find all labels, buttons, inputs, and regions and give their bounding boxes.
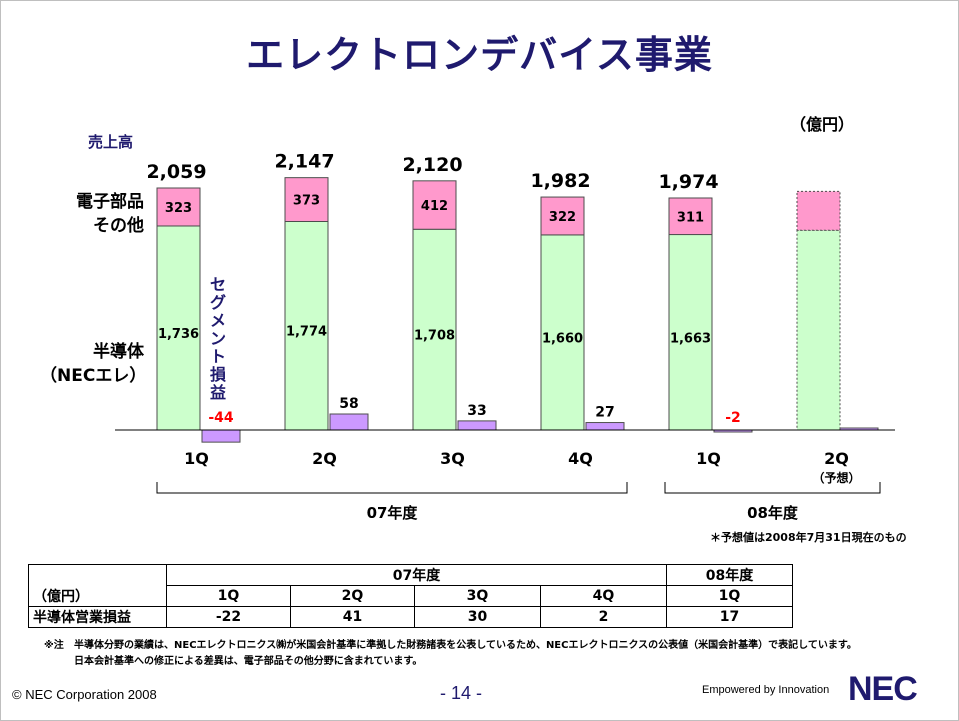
forecast-note: ＊予想値は2008年7月31日現在のもの bbox=[710, 531, 907, 544]
footnote-line2: 日本会計基準への修正による差異は、電子部品その他分野に含まれています。 bbox=[44, 654, 857, 670]
category-label: 4Q bbox=[568, 449, 593, 468]
semiconductor-bar bbox=[668, 234, 713, 431]
segment-label-char: ン bbox=[209, 329, 226, 348]
group-bracket bbox=[664, 482, 881, 494]
table-cell: 41 bbox=[290, 606, 415, 628]
semiconductor-bar bbox=[796, 229, 841, 431]
category-label: 2Q bbox=[824, 449, 849, 468]
unit-label: （億円） bbox=[790, 115, 855, 134]
table-quarter: 1Q bbox=[166, 585, 291, 607]
parts-bar bbox=[156, 187, 201, 227]
group-bracket bbox=[156, 482, 628, 494]
category-label: 2Q bbox=[312, 449, 337, 468]
category-label: 1Q bbox=[696, 449, 721, 468]
table-unit: （億円） bbox=[28, 585, 167, 607]
copyright: © NEC Corporation 2008 bbox=[12, 687, 157, 702]
page-title: エレクトロンデバイス事業 bbox=[246, 33, 713, 77]
table-corner bbox=[28, 564, 167, 586]
segment-bar bbox=[457, 420, 497, 431]
semiconductor-bar bbox=[412, 228, 457, 431]
parts-value: 323 bbox=[165, 201, 192, 216]
parts-bar bbox=[668, 197, 713, 236]
segment-label: セグメント損益 bbox=[208, 276, 228, 402]
segment-value: 58 bbox=[339, 396, 358, 412]
segment-label-char: 損 bbox=[209, 365, 226, 384]
total-value: 1,974 bbox=[658, 171, 718, 193]
semiconductor-value: 1,660 bbox=[542, 331, 583, 346]
table-quarter: 3Q bbox=[414, 585, 541, 607]
table-cell: 2 bbox=[540, 606, 667, 628]
operating-income-table: 07年度 08年度 （億円） 1Q 2Q 3Q 4Q 1Q 半導体営業損益 -2… bbox=[28, 564, 793, 628]
sales-label: 売上高 bbox=[88, 133, 134, 151]
semiconductor-value: 1,736 bbox=[158, 327, 199, 342]
segment-label-char: グ bbox=[209, 293, 226, 312]
tagline: Empowered by Innovation bbox=[702, 684, 830, 696]
parts-bar bbox=[412, 180, 457, 230]
total-value: 1,982 bbox=[530, 170, 590, 192]
segment-value: 27 bbox=[595, 405, 614, 421]
parts-value: 322 bbox=[549, 210, 576, 225]
semiconductor-value: 1,774 bbox=[286, 325, 327, 340]
semiconductor-value: 1,708 bbox=[414, 329, 455, 344]
parts-bar bbox=[284, 177, 329, 222]
table-header-fy07: 07年度 bbox=[166, 564, 667, 586]
segment-label-char: メ bbox=[209, 311, 226, 330]
footnote-mark: ※注 bbox=[44, 640, 64, 651]
table-quarter: 4Q bbox=[540, 585, 667, 607]
table-row: 半導体営業損益 -22 41 30 2 17 bbox=[28, 606, 793, 628]
footnote-text1: 半導体分野の業績は、NECエレクトロニクス㈱が米国会計基準に準拠した財務諸表を公… bbox=[74, 640, 857, 651]
semiconductor-value: 1,663 bbox=[670, 331, 711, 346]
segment-bar bbox=[585, 422, 625, 431]
segment-label-char: ト bbox=[209, 347, 226, 366]
segment-bar bbox=[329, 413, 369, 431]
page-number: - 14 - bbox=[440, 683, 483, 703]
forecast-sub-label: （予想） bbox=[812, 470, 860, 485]
parts-bar bbox=[540, 196, 585, 236]
segment-label-char: 益 bbox=[209, 383, 226, 402]
table-cell: -22 bbox=[166, 606, 291, 628]
semi-label-line1: 半導体 bbox=[93, 342, 144, 362]
total-value: 2,059 bbox=[146, 161, 206, 183]
group-label: 07年度 bbox=[367, 504, 419, 522]
table-quarter: 1Q bbox=[666, 585, 793, 607]
footnote-line1: ※注 半導体分野の業績は、NECエレクトロニクス㈱が米国会計基準に準拠した財務諸表… bbox=[44, 638, 857, 654]
parts-label-line1: 電子部品 bbox=[76, 192, 144, 212]
parts-bar bbox=[796, 190, 841, 231]
footnote: ※注 半導体分野の業績は、NECエレクトロニクス㈱が米国会計基準に準拠した財務諸表… bbox=[44, 638, 857, 670]
parts-label: 電子部品 その他 bbox=[40, 190, 144, 238]
semi-label: 半導体 （NECエレ） bbox=[40, 340, 147, 388]
footnote-text2: 日本会計基準への修正による差異は、電子部品その他分野に含まれています。 bbox=[74, 656, 423, 667]
table-row: （億円） 1Q 2Q 3Q 4Q 1Q bbox=[28, 585, 793, 607]
table-row-label: 半導体営業損益 bbox=[28, 606, 167, 628]
sales-bar-chart: 1,736 323 2,059 -44 1Q 1,774 373 2,147 58 2Q 1,708… bbox=[115, 151, 895, 522]
segment-value: 33 bbox=[467, 403, 486, 419]
table-cell: 17 bbox=[666, 606, 793, 628]
category-label: 3Q bbox=[440, 449, 465, 468]
table-header-fy08: 08年度 bbox=[666, 564, 793, 586]
parts-value: 412 bbox=[421, 199, 448, 214]
parts-value: 311 bbox=[677, 210, 704, 225]
segment-bar bbox=[201, 429, 241, 443]
parts-value: 373 bbox=[293, 194, 320, 209]
category-label: 1Q bbox=[184, 449, 209, 468]
table-quarter: 2Q bbox=[290, 585, 415, 607]
total-value: 2,147 bbox=[274, 151, 334, 173]
segment-value: -2 bbox=[725, 410, 741, 426]
nec-logo: NEC bbox=[848, 670, 918, 708]
segment-value: -44 bbox=[208, 410, 234, 426]
table-row: 07年度 08年度 bbox=[28, 564, 793, 586]
segment-label-char: セ bbox=[209, 275, 226, 294]
parts-label-line2: その他 bbox=[93, 216, 144, 236]
semi-label-line2: （NECエレ） bbox=[40, 366, 147, 386]
group-label: 08年度 bbox=[747, 504, 799, 522]
total-value: 2,120 bbox=[402, 154, 462, 176]
table-cell: 30 bbox=[414, 606, 541, 628]
